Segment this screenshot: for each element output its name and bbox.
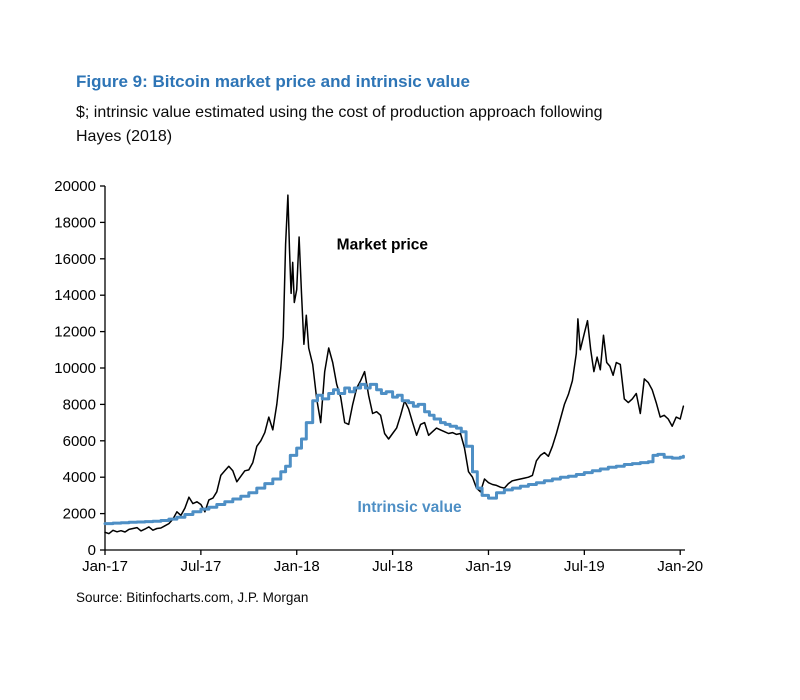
figure-subtitle-line-2: Hayes (2018) — [76, 128, 173, 145]
chart-canvas: 0 2000 4000 6000 8000 10000 12000 14000 16000 180… — [54, 178, 703, 574]
y-tick-label: 6000 — [63, 433, 96, 450]
y-tick-label: 14000 — [54, 287, 96, 304]
x-tick-label: Jul-17 — [180, 558, 221, 574]
x-tick-label: Jan-17 — [82, 558, 128, 574]
y-tick-label: 10000 — [54, 360, 96, 377]
intrinsic-value-line — [103, 382, 685, 526]
y-tick-label: 2000 — [63, 506, 96, 523]
x-tick-label: Jul-18 — [372, 558, 413, 574]
y-tick-label: 8000 — [63, 396, 96, 413]
x-tick-label: Jul-19 — [564, 558, 605, 574]
x-tick-label: Jan-19 — [466, 558, 512, 574]
y-tick-label: 16000 — [54, 251, 96, 268]
y-tick-label: 18000 — [54, 214, 96, 231]
market-price-line — [104, 194, 685, 535]
figure-subtitle-line-1: $; intrinsic value estimated using the c… — [76, 104, 603, 121]
y-tick-label: 4000 — [63, 469, 96, 486]
y-tick-label: 20000 — [54, 178, 96, 195]
y-tick-label: 12000 — [54, 324, 96, 341]
intrinsic-value-label: Intrinsic value — [357, 499, 462, 516]
figure-title: Figure 9: Bitcoin market price and intri… — [76, 72, 470, 91]
x-tick-label: Jan-20 — [657, 558, 703, 574]
bitcoin-price-chart: 0 2000 4000 6000 8000 10000 12000 14000 16000 180… — [30, 172, 710, 574]
market-price-label: Market price — [337, 237, 429, 254]
source-note: Source: Bitinfocharts.com, J.P. Morgan — [76, 590, 309, 605]
figure-subtitle: $; intrinsic value estimated using the c… — [76, 101, 603, 149]
x-tick-label: Jan-18 — [274, 558, 320, 574]
y-tick-label: 0 — [88, 542, 96, 559]
